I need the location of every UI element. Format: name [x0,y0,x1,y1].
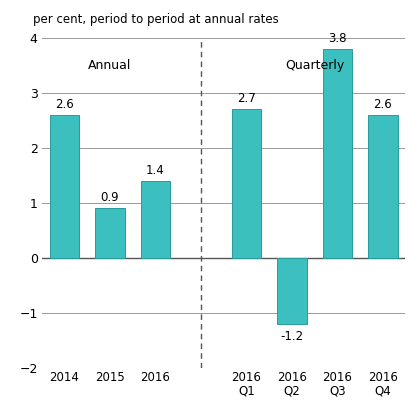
Text: per cent, period to period at annual rates: per cent, period to period at annual rat… [33,13,279,25]
Text: 1.4: 1.4 [146,164,165,177]
Text: Quarterly: Quarterly [285,59,344,71]
Bar [232,109,261,258]
Text: 3.8: 3.8 [328,32,347,45]
Bar [141,181,170,258]
Text: -1.2: -1.2 [280,330,303,344]
Bar [277,258,306,324]
Text: 2.6: 2.6 [373,98,392,111]
Bar [368,115,398,258]
Text: Annual: Annual [88,59,132,71]
Bar [50,115,79,258]
Text: 2.7: 2.7 [237,92,256,105]
Bar [323,48,352,258]
Text: 2.6: 2.6 [55,98,74,111]
Text: 0.9: 0.9 [101,191,119,204]
Bar [95,208,125,258]
